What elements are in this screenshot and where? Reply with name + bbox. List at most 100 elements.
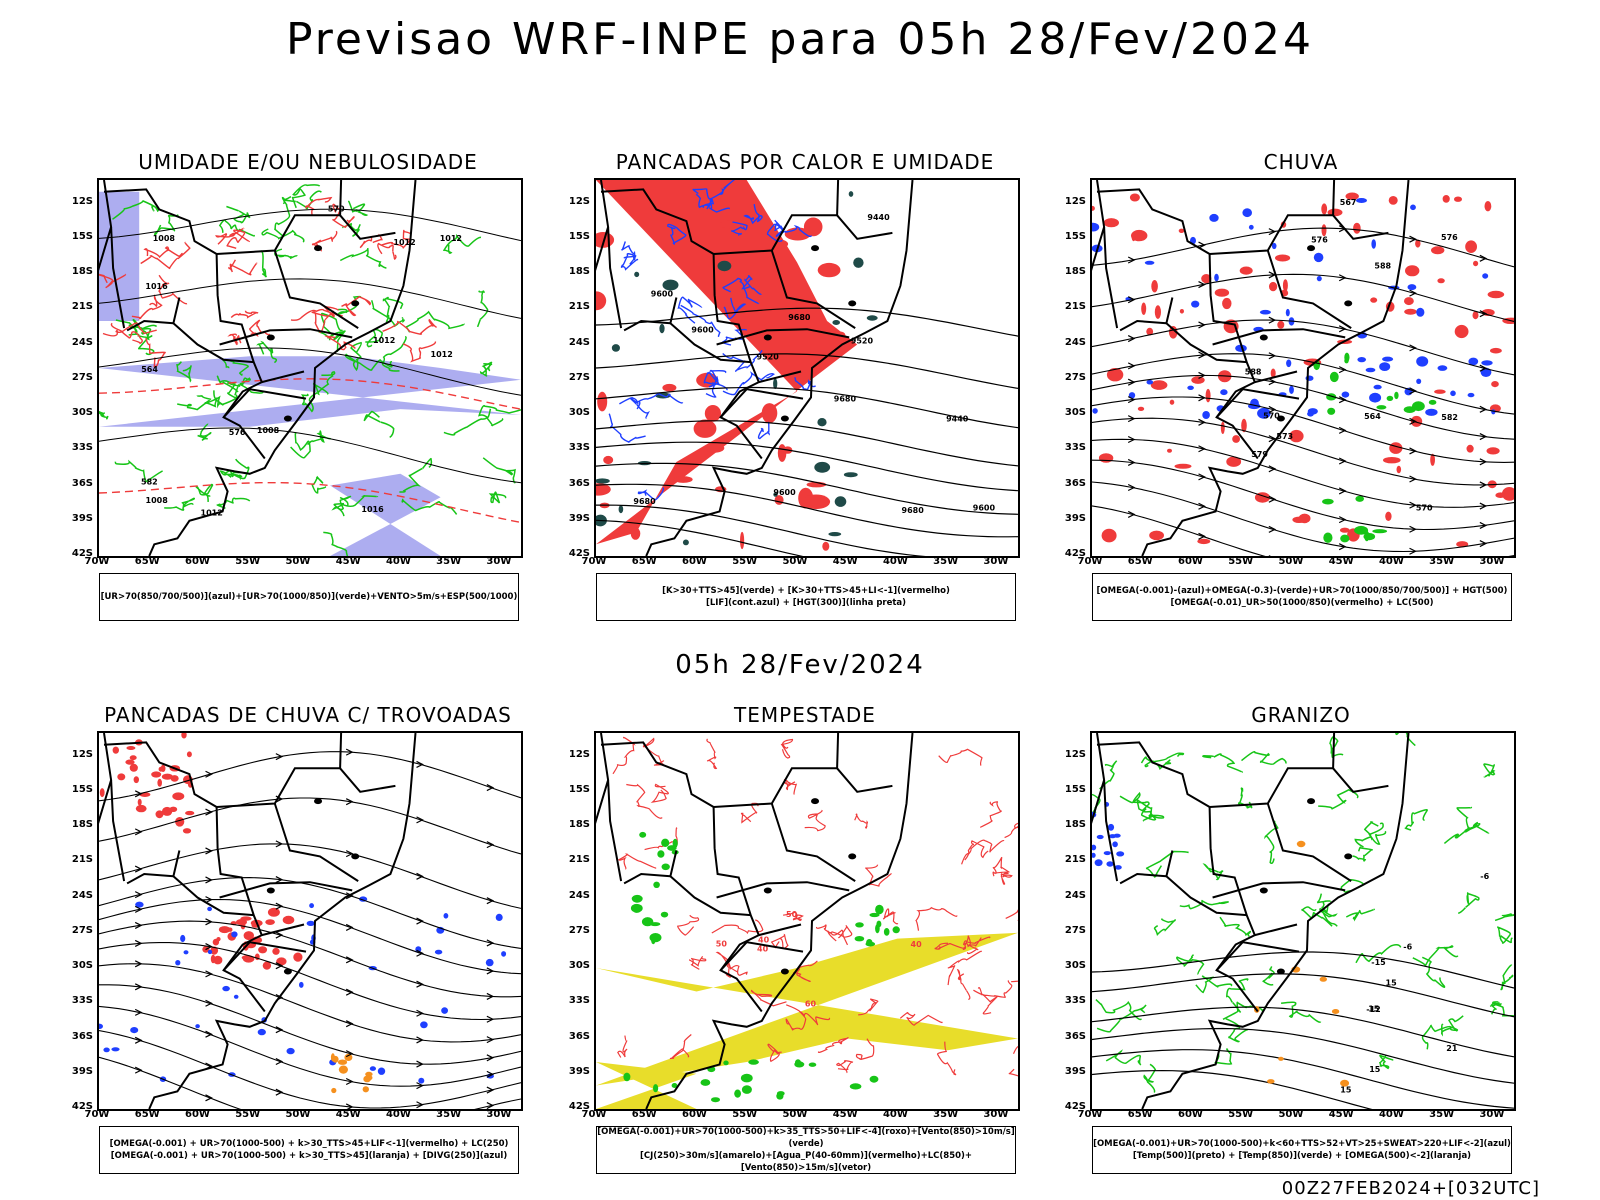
contour-label: 9600 — [773, 488, 796, 497]
contour-label: 1008 — [153, 234, 176, 243]
lon-tick-label: 70W — [581, 1109, 607, 1120]
lat-tick-label: 39S — [71, 1065, 93, 1077]
forecast-panel-4: PANCADAS DE CHUVA C/ TROVOADAS 12S 15S 18S 2… — [67, 703, 549, 1178]
lon-tick-label: 60W — [1177, 556, 1203, 567]
lon-tick-label: 55W — [235, 556, 261, 567]
lon-tick-label: 40W — [385, 556, 411, 567]
panel-title: CHUVA — [1263, 150, 1339, 174]
lat-tick-label: 42S — [1064, 548, 1086, 559]
lon-tick-label: 65W — [631, 556, 657, 567]
panel-legend: [K>30+TTS>45](verde) + [K>30+TTS>45+LI<-… — [596, 573, 1016, 621]
contour-label: 576 — [1311, 236, 1328, 245]
panel-title: PANCADAS POR CALOR E UMIDADE — [615, 150, 995, 174]
lat-tick-label: 12S — [71, 748, 93, 760]
legend-line: [OMEGA(-0.001)+UR>70(1000-500)+k>35_TTS>… — [597, 1127, 1015, 1149]
lat-tick-label: 42S — [71, 1101, 93, 1112]
lon-tick-label: 35W — [436, 556, 462, 567]
lon-tick-label: 30W — [983, 1109, 1009, 1120]
contour-label: 21 — [1446, 1044, 1458, 1053]
lon-tick-label: 30W — [486, 1109, 512, 1120]
contour-label: 1008 — [146, 496, 169, 505]
lon-tick-label: 40W — [882, 556, 908, 567]
footer-run-label: 00Z27FEB2024+[032UTC] — [1281, 1178, 1540, 1199]
lat-tick-label: 21S — [1064, 854, 1086, 866]
lon-tick-label: 45W — [335, 556, 361, 567]
lat-tick-label: 27S — [1064, 924, 1086, 936]
lat-tick-label: 15S — [71, 230, 93, 242]
contour-label: -6 — [1403, 943, 1412, 952]
contour-label: 9440 — [946, 415, 969, 424]
lon-tick-label: 50W — [285, 556, 311, 567]
lat-tick-label: 39S — [71, 512, 93, 524]
panel-legend: [UR>70(850/700/500)](azul)+[UR>70(1000/8… — [99, 573, 519, 621]
lat-tick-label: 18S — [71, 819, 93, 830]
lon-tick-label: 30W — [486, 556, 512, 567]
lon-tick-label: 45W — [1328, 1109, 1354, 1120]
contour-label: 40 — [757, 945, 769, 954]
lon-tick-label: 65W — [1127, 556, 1153, 567]
lon-tick-label: 30W — [983, 556, 1009, 567]
lat-tick-label: 21S — [1064, 301, 1086, 313]
contour-label: 576 — [1441, 233, 1458, 242]
contour-label: 15 — [1386, 979, 1398, 988]
map-canvas: 9600 9600 9680 9680 9680 9680 9600 9600 9520 9440… — [596, 180, 1018, 556]
lat-tick-label: 21S — [71, 301, 93, 313]
lon-tick-label: 55W — [235, 1109, 261, 1120]
lon-tick-label: 35W — [1429, 1109, 1455, 1120]
lon-tick-label: 50W — [1278, 556, 1304, 567]
lon-tick-label: 35W — [933, 556, 959, 567]
forecast-panel-2: PANCADAS POR CALOR E UMIDADE 9600 9600 9680… — [564, 150, 1046, 625]
lon-tick-label: 35W — [1429, 556, 1455, 567]
contour-label: 9600 — [691, 326, 714, 335]
lon-tick-label: 35W — [436, 1109, 462, 1120]
legend-line: [Temp(500)](preto) + [Temp(850)](verde) … — [1132, 1151, 1472, 1161]
lat-tick-label: 27S — [1064, 371, 1086, 383]
contour-label: 9600 — [651, 290, 674, 299]
lon-tick-label: 50W — [1278, 1109, 1304, 1120]
panel-legend: [OMEGA(-0.001) + UR>70(1000-500) + k>30_… — [99, 1126, 519, 1174]
lon-tick-label: 55W — [1228, 1109, 1254, 1120]
legend-line: [UR>70(850/700/500)](azul)+[UR>70(1000/8… — [100, 592, 518, 602]
forecast-panel-5: TEMPESTADE 50 40 40 60 50 40 12S 15S 18S 21S 24S 27S… — [564, 703, 1046, 1178]
legend-line: [K>30+TTS>45](verde) + [K>30+TTS>45+LI<-… — [662, 586, 950, 596]
lon-tick-label: 60W — [184, 556, 210, 567]
lon-tick-label: 60W — [184, 1109, 210, 1120]
lat-tick-label: 12S — [568, 748, 590, 760]
contour-label: 9520 — [757, 353, 780, 362]
contour-label: 9440 — [867, 213, 890, 222]
lat-tick-label: 30S — [1064, 960, 1086, 971]
map-canvas: 1012 1012 1008 1012 1008 1012 1016 1016 576 570 58… — [99, 180, 521, 556]
contour-label: 9680 — [788, 313, 811, 322]
contour-label: 9520 — [851, 336, 874, 345]
lat-tick-label: 18S — [1064, 266, 1086, 277]
lat-tick-label: 36S — [71, 1030, 93, 1042]
forecast-panel-3: CHUVA 588 588 582 576 576 579 573 570 567 564 570 12… — [1060, 150, 1542, 625]
contour-label: 1016 — [361, 505, 384, 514]
contour-label: 9680 — [902, 506, 925, 515]
panel-title: TEMPESTADE — [734, 703, 876, 727]
lat-tick-label: 12S — [1064, 195, 1086, 207]
lon-tick-label: 65W — [134, 1109, 160, 1120]
contour-label: 579 — [1251, 450, 1268, 459]
lon-tick-label: 55W — [1228, 556, 1254, 567]
lat-tick-label: 39S — [1064, 1065, 1086, 1077]
lat-tick-label: 15S — [568, 230, 590, 242]
panel-title: GRANIZO — [1251, 703, 1351, 727]
forecast-panel-1: UMIDADE E/OU NEBULOSIDADE 1012 1012 1008 101… — [67, 150, 549, 625]
contour-label: 570 — [328, 205, 345, 214]
lon-tick-label: 50W — [285, 1109, 311, 1120]
lon-tick-label: 65W — [134, 556, 160, 567]
map-canvas — [99, 733, 521, 1109]
lat-tick-label: 39S — [568, 512, 590, 524]
lon-tick-label: 35W — [933, 1109, 959, 1120]
lat-tick-label: 12S — [71, 195, 93, 207]
lat-tick-label: 21S — [568, 854, 590, 866]
lat-tick-label: 30S — [1064, 407, 1086, 418]
lon-tick-label: 60W — [681, 556, 707, 567]
contour-label: 570 — [1416, 504, 1433, 513]
legend-line: [OMEGA(-0.001)-(azul)+OMEGA(-0.3)-(verde… — [1096, 586, 1508, 596]
lat-tick-label: 18S — [568, 266, 590, 277]
map-plot — [97, 731, 523, 1111]
lon-tick-label: 70W — [581, 556, 607, 567]
lon-tick-label: 30W — [1479, 1109, 1505, 1120]
